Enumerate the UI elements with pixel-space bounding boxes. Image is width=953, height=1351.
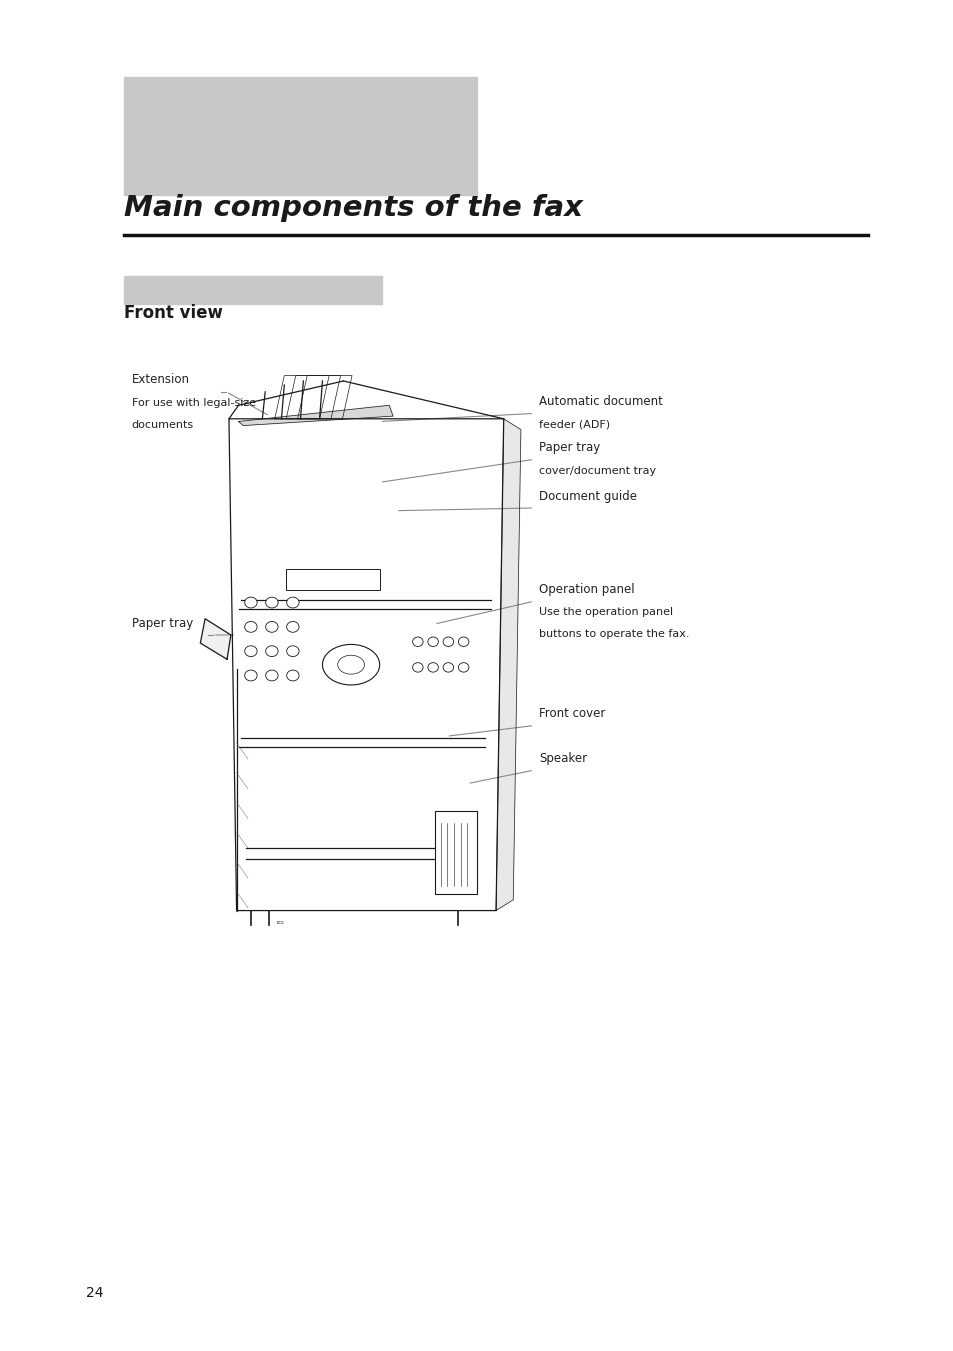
- Ellipse shape: [337, 655, 364, 674]
- Text: buttons to operate the fax.: buttons to operate the fax.: [538, 630, 689, 639]
- Text: documents: documents: [132, 420, 193, 430]
- Polygon shape: [200, 619, 231, 659]
- Polygon shape: [238, 405, 393, 426]
- Text: For use with legal-size: For use with legal-size: [132, 399, 255, 408]
- Ellipse shape: [244, 597, 257, 608]
- Text: Main components of the fax: Main components of the fax: [124, 193, 582, 222]
- Ellipse shape: [286, 597, 299, 608]
- Ellipse shape: [457, 662, 469, 673]
- Ellipse shape: [244, 621, 257, 632]
- Text: Document guide: Document guide: [538, 489, 637, 503]
- Ellipse shape: [286, 621, 299, 632]
- Text: Use the operation panel: Use the operation panel: [538, 608, 673, 617]
- Ellipse shape: [412, 662, 423, 673]
- Ellipse shape: [286, 670, 299, 681]
- Ellipse shape: [442, 638, 454, 647]
- Text: rcc: rcc: [276, 920, 285, 925]
- Ellipse shape: [244, 670, 257, 681]
- Polygon shape: [496, 419, 520, 911]
- Bar: [124, 276, 381, 304]
- Bar: [435, 811, 476, 894]
- Ellipse shape: [265, 597, 278, 608]
- Text: Front view: Front view: [124, 304, 223, 322]
- Ellipse shape: [457, 638, 469, 647]
- Bar: [124, 77, 476, 195]
- Ellipse shape: [265, 670, 278, 681]
- Ellipse shape: [265, 621, 278, 632]
- Ellipse shape: [322, 644, 379, 685]
- Ellipse shape: [427, 638, 438, 647]
- Text: Paper tray: Paper tray: [132, 616, 193, 630]
- Ellipse shape: [412, 638, 423, 647]
- Text: Paper tray: Paper tray: [538, 440, 599, 454]
- Ellipse shape: [427, 662, 438, 673]
- Ellipse shape: [244, 646, 257, 657]
- Text: feeder (ADF): feeder (ADF): [538, 420, 610, 430]
- Text: Automatic document: Automatic document: [538, 394, 662, 408]
- Text: Front cover: Front cover: [538, 707, 605, 720]
- Text: 24: 24: [86, 1286, 103, 1300]
- Ellipse shape: [265, 646, 278, 657]
- Text: Speaker: Speaker: [538, 751, 586, 765]
- Polygon shape: [229, 419, 503, 911]
- Text: Extension: Extension: [132, 373, 190, 386]
- Ellipse shape: [442, 662, 454, 673]
- Text: Operation panel: Operation panel: [538, 582, 634, 596]
- Bar: [286, 569, 379, 590]
- Ellipse shape: [286, 646, 299, 657]
- Text: cover/document tray: cover/document tray: [538, 466, 656, 476]
